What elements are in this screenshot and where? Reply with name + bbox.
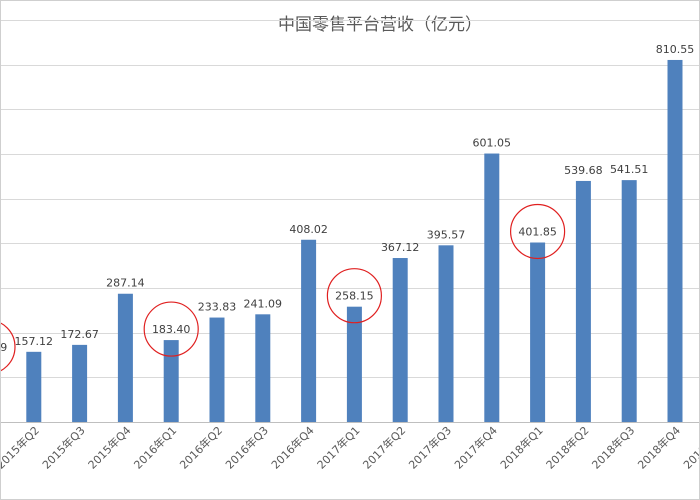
highlight-circles — [0, 203, 566, 372]
data-label: 172.67 — [60, 328, 99, 341]
data-label: 601.05 — [473, 137, 512, 150]
bar — [438, 245, 454, 422]
chart-title: 中国零售平台营收（亿元） — [278, 15, 482, 35]
bar — [163, 340, 179, 422]
data-label: 143.49 — [0, 341, 7, 354]
data-label: 408.02 — [289, 223, 328, 236]
bar — [621, 180, 637, 422]
bar — [255, 314, 271, 422]
bar — [392, 258, 408, 422]
data-label: 401.85 — [518, 226, 557, 239]
data-label: 395.57 — [427, 228, 466, 241]
data-label: 233.83 — [198, 301, 237, 314]
data-label: 157.12 — [15, 335, 54, 348]
value-labels: 143.49 157.12 172.67 287.14 183.40 233.83 241.… — [0, 43, 694, 354]
data-label: 287.14 — [106, 277, 145, 290]
bar — [575, 180, 591, 422]
data-label: 539.68 — [564, 164, 603, 177]
bar — [530, 242, 546, 422]
highlight-circle — [326, 268, 382, 324]
data-label: 810.55 — [656, 43, 695, 56]
bar — [301, 239, 317, 422]
highlight-circle — [509, 203, 566, 260]
gridlines — [0, 20, 700, 423]
highlight-circle — [0, 322, 16, 372]
bar — [484, 153, 500, 422]
bar — [209, 317, 225, 422]
bar — [26, 351, 42, 422]
bar — [72, 344, 88, 422]
bar — [667, 59, 683, 422]
highlight-circle — [143, 301, 199, 357]
bars — [26, 59, 683, 422]
bar — [117, 293, 133, 422]
data-label: 258.15 — [335, 290, 374, 303]
data-label: 183.40 — [152, 323, 191, 336]
data-label: 367.12 — [381, 241, 420, 254]
data-label: 541.51 — [610, 163, 649, 176]
bar — [346, 306, 362, 422]
data-label: 241.09 — [244, 297, 283, 310]
